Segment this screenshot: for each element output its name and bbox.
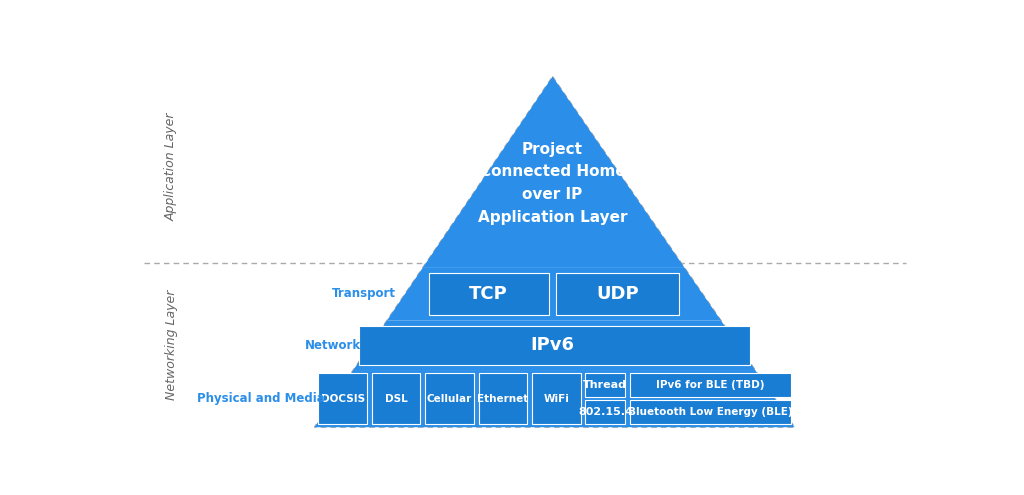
Text: Network: Network [305,339,360,352]
Text: Networking Layer: Networking Layer [165,290,178,400]
Text: DOCSIS: DOCSIS [321,394,365,403]
Text: IPv6 for BLE (TBD): IPv6 for BLE (TBD) [656,380,765,390]
Bar [478,373,527,424]
Text: Project
Connected Home
over IP
Application Layer: Project Connected Home over IP Applicati… [478,142,628,225]
Polygon shape [387,267,721,320]
Text: TCP: TCP [469,285,508,303]
Bar [630,400,791,424]
Text: Thread: Thread [584,380,628,390]
Text: IPv6: IPv6 [530,336,574,354]
Bar [358,326,750,365]
Bar [531,373,581,424]
Text: Application Layer: Application Layer [165,113,178,221]
Polygon shape [423,77,684,267]
Bar [586,400,626,424]
Bar [425,373,474,424]
Bar [556,273,679,315]
Bar [372,373,421,424]
Text: Ethernet: Ethernet [477,394,528,403]
Text: Transport: Transport [332,287,395,300]
Bar [429,273,549,315]
Text: DSL: DSL [385,394,408,403]
Text: WiFi: WiFi [544,394,569,403]
Text: UDP: UDP [596,285,639,303]
Bar [586,373,626,397]
Polygon shape [353,320,755,370]
Text: 802.15.4: 802.15.4 [578,407,633,417]
Text: Bluetooth Low Energy (BLE): Bluetooth Low Energy (BLE) [628,407,793,417]
Text: Cellular: Cellular [427,394,472,403]
Polygon shape [314,370,795,427]
Bar [630,373,791,397]
Bar [318,373,367,424]
Text: Physical and Media: Physical and Media [197,392,325,405]
